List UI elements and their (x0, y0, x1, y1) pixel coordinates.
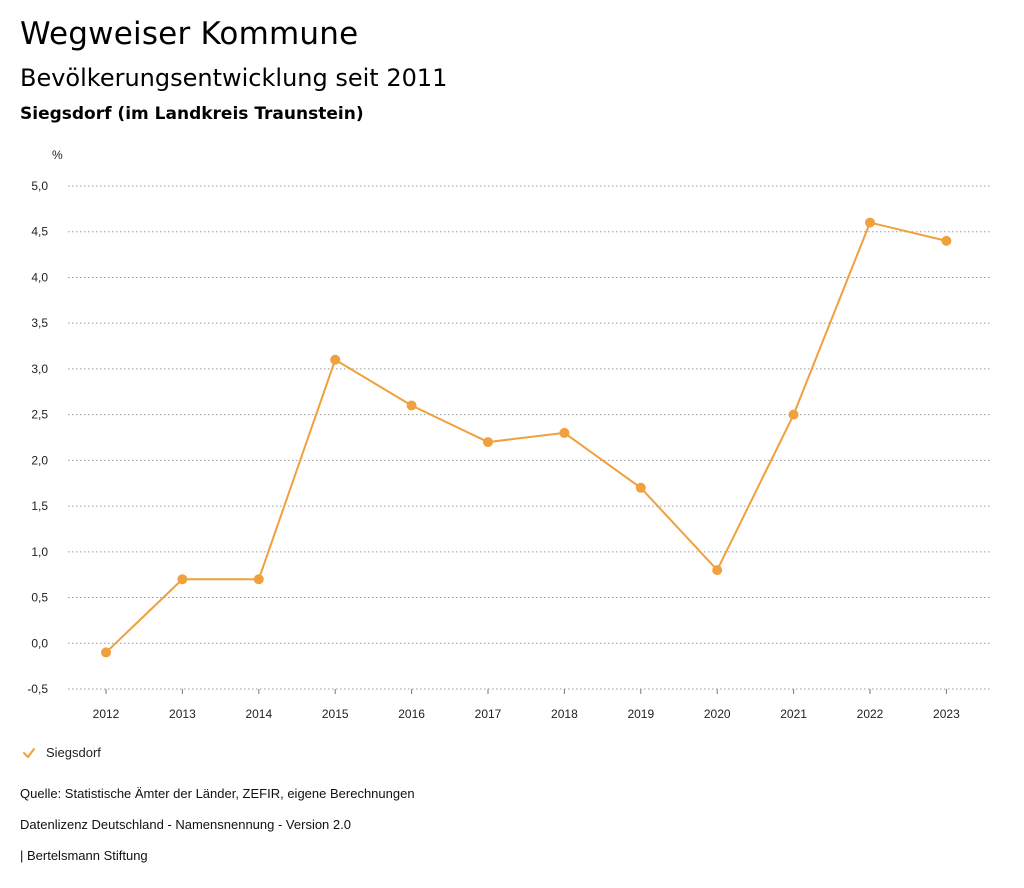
data-point-2021[interactable] (788, 409, 799, 420)
data-point-2013[interactable] (177, 574, 188, 585)
license-note: Datenlizenz Deutschland - Namensnennung … (20, 817, 351, 832)
data-point-2023[interactable] (941, 235, 952, 246)
source-note: Quelle: Statistische Ämter der Länder, Z… (20, 786, 415, 801)
y-tick-label: -0,5 (27, 682, 48, 696)
y-tick-label: 1,5 (31, 499, 48, 513)
y-tick-label: 3,5 (31, 316, 48, 330)
y-tick-label: 3,0 (31, 362, 48, 376)
y-tick-label: 5,0 (31, 179, 48, 193)
x-tick-label: 2021 (780, 707, 807, 721)
y-tick-label: 1,0 (31, 545, 48, 559)
x-tick-label: 2012 (93, 707, 120, 721)
x-tick-label: 2023 (933, 707, 960, 721)
y-tick-label: 4,5 (31, 225, 48, 239)
line-chart: % 5,04,54,03,53,02,52,01,51,00,50,0-0,5 … (27, 148, 990, 721)
x-tick-label: 2020 (704, 707, 731, 721)
data-point-2020[interactable] (712, 565, 723, 576)
page-title: Wegweiser Kommune (20, 16, 359, 52)
y-tick-label: 2,5 (31, 408, 48, 422)
check-icon (23, 747, 35, 758)
data-point-2014[interactable] (253, 574, 264, 585)
credit-note: | Bertelsmann Stiftung (20, 848, 148, 863)
chart-subtitle: Bevölkerungsentwicklung seit 2011 (20, 64, 448, 92)
y-tick-label: 0,0 (31, 636, 48, 650)
x-tick-label: 2015 (322, 707, 349, 721)
y-tick-label: 0,5 (31, 591, 48, 605)
legend-label-siegsdorf: Siegsdorf (46, 745, 101, 760)
x-tick-label: 2017 (475, 707, 502, 721)
y-tick-label: 4,0 (31, 270, 48, 284)
data-point-2017[interactable] (483, 437, 493, 448)
data-point-2012[interactable] (101, 647, 111, 658)
data-point-2022[interactable] (865, 217, 875, 228)
x-tick-label: 2014 (245, 707, 272, 721)
data-point-2016[interactable] (406, 400, 417, 411)
data-point-2019[interactable] (635, 482, 646, 493)
y-axis-unit-label: % (52, 148, 63, 162)
x-tick-label: 2018 (551, 707, 578, 721)
x-tick-label: 2022 (857, 707, 884, 721)
chart-legend: Siegsdorf (22, 745, 101, 760)
x-tick-label: 2013 (169, 707, 196, 721)
series-line-siegsdorf (105, 221, 947, 654)
data-point-2018[interactable] (559, 427, 570, 438)
data-point-2015[interactable] (330, 354, 341, 365)
x-tick-label: 2016 (398, 707, 425, 721)
x-tick-label: 2019 (627, 707, 654, 721)
y-tick-label: 2,0 (31, 453, 48, 467)
region-label: Siegsdorf (im Landkreis Traunstein) (20, 104, 364, 124)
